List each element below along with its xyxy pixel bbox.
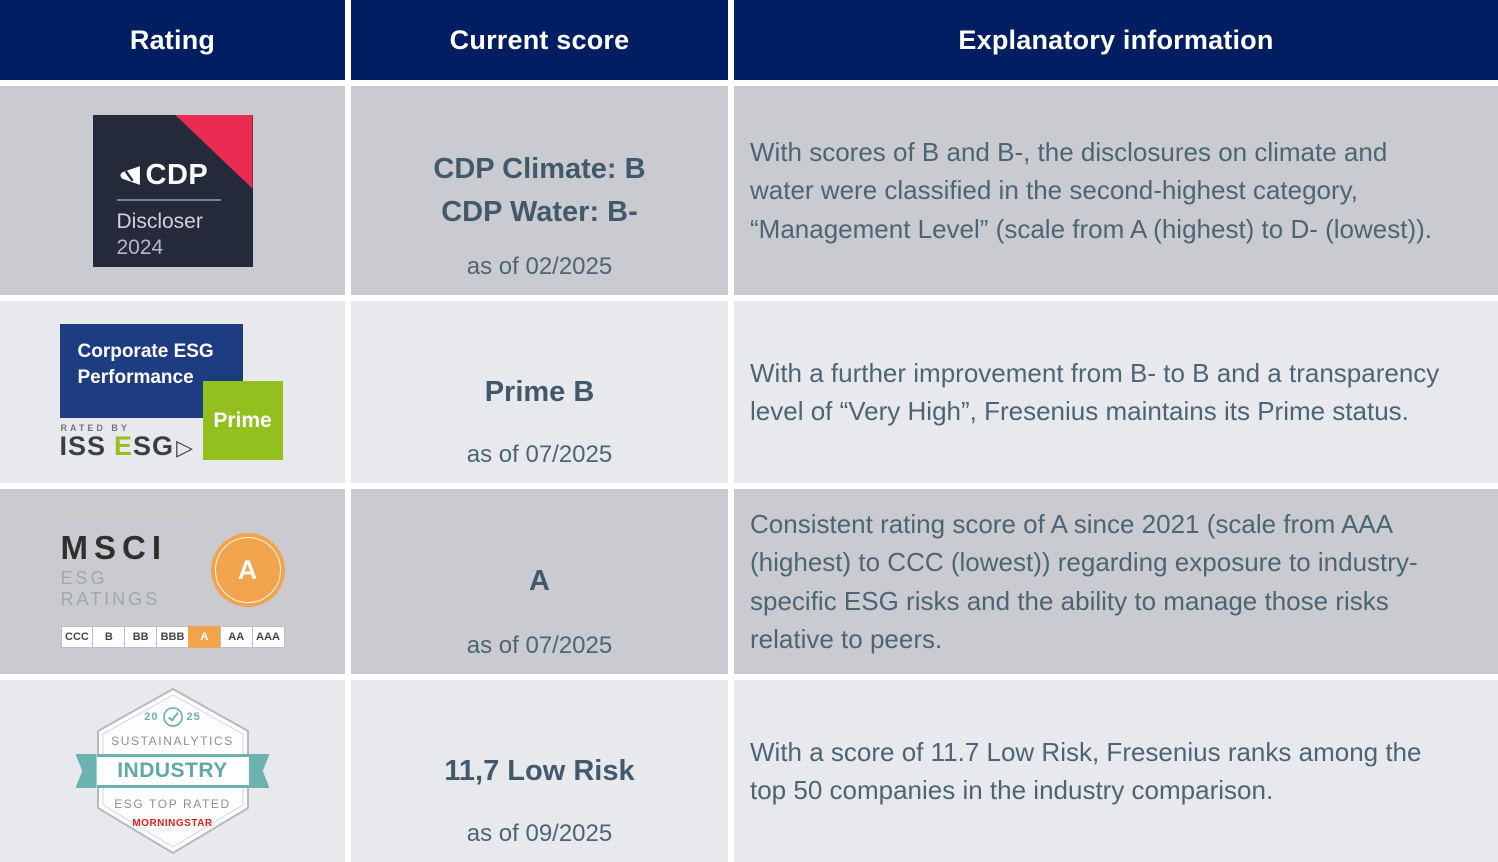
sustainalytics-score-cell: 11,7 Low Risk as of 09/2025 — [351, 680, 728, 862]
msci-top-rule — [60, 514, 203, 517]
score-line: CDP Water: B- — [441, 195, 638, 228]
morningstar-logo-text: MORNINGSTAR — [132, 818, 213, 829]
msci-explanation-cell: Consistent rating score of A since 2021 … — [734, 489, 1498, 674]
cdp-brand-text: CDP — [145, 158, 209, 191]
msci-scale-segment: AA — [219, 626, 252, 649]
header-explanatory-label: Explanatory information — [958, 24, 1274, 55]
industry-ribbon-text: INDUSTRY — [117, 759, 228, 782]
iss-esg-logo: Corporate ESG Performance Prime RATED BY… — [59, 324, 286, 462]
cdp-explanation-text: With scores of B and B-, the disclosures… — [750, 136, 1433, 244]
sustainalytics-explanation-text: With a score of 11.7 Low Risk, Fresenius… — [750, 736, 1422, 805]
msci-scale-segment: AAA — [251, 626, 285, 649]
sustainalytics-badge: 20 25 SUSTAINALYTICS INDUSTRY ESG TOP RA… — [95, 686, 251, 856]
badge-content: 20 25 SUSTAINALYTICS INDUSTRY ESG TOP RA… — [95, 686, 251, 856]
cdp-brand-row: CDP — [117, 159, 221, 192]
badge-year-right: 25 — [186, 711, 201, 723]
msci-logo: MSCI ESG RATINGS A CCC B BB BBB A AA AAA — [60, 514, 285, 649]
sustainalytics-as-of-date: as of 09/2025 — [466, 820, 613, 847]
iss-score-cell: Prime B as of 07/2025 — [351, 301, 728, 483]
cdp-discloser-text: Discloser — [116, 209, 203, 233]
sustainalytics-explanation-cell: With a score of 11.7 Low Risk, Fresenius… — [734, 680, 1498, 862]
msci-scale-segment-active: A — [187, 626, 220, 649]
msci-scale-segment: BB — [124, 626, 157, 649]
iss-performance-box: Corporate ESG Performance — [59, 324, 243, 418]
iss-score: Prime B — [485, 371, 595, 413]
msci-grade-letter: A — [237, 554, 258, 585]
iss-box-line: Performance — [77, 366, 194, 388]
iss-prime-badge: Prime — [202, 381, 283, 460]
cdp-logo-cell: CDP Discloser 2024 — [0, 86, 345, 295]
cdp-year-text: 2024 — [116, 235, 164, 259]
header-current-score: Current score — [351, 0, 728, 80]
iss-wordmark-sg: SG — [133, 431, 175, 461]
msci-esg-ratings-text: ESG RATINGS — [60, 568, 161, 610]
iss-arrow-icon: ▷ — [176, 435, 194, 460]
cdp-score: CDP Climate: B CDP Water: B- — [433, 148, 645, 232]
msci-name-text: MSCI — [60, 528, 167, 566]
msci-logo-cell: MSCI ESG RATINGS A CCC B BB BBB A AA AAA — [0, 489, 345, 674]
iss-wordmark-e: E — [114, 431, 134, 461]
cdp-divider — [116, 198, 221, 201]
cdp-as-of-date: as of 02/2025 — [466, 253, 613, 280]
iss-explanation-text: With a further improvement from B- to B … — [750, 357, 1440, 426]
check-icon — [162, 707, 183, 727]
msci-scale-segment: B — [92, 626, 125, 649]
cdp-leaf-icon — [119, 165, 140, 185]
msci-score: A — [529, 560, 550, 602]
cdp-explanation-cell: With scores of B and B-, the disclosures… — [734, 86, 1498, 295]
msci-scale-segment: BBB — [156, 626, 188, 649]
cdp-logo: CDP Discloser 2024 — [92, 114, 253, 267]
industry-ribbon: INDUSTRY — [96, 754, 249, 788]
iss-explanation-cell: With a further improvement from B- to B … — [734, 301, 1498, 483]
sustainalytics-name-text: SUSTAINALYTICS — [111, 734, 234, 748]
iss-wordmark-iss: ISS — [59, 431, 107, 461]
header-rating: Rating — [0, 0, 345, 80]
badge-year-left: 20 — [144, 711, 159, 723]
score-line: A — [529, 565, 550, 598]
msci-as-of-date: as of 07/2025 — [466, 632, 613, 659]
iss-esg-wordmark: ISS ESG▷ — [60, 431, 194, 462]
msci-rating-scale: CCC B BB BBB A AA AAA — [60, 626, 285, 649]
score-line: Prime B — [484, 375, 595, 408]
esg-top-rated-text: ESG TOP RATED — [114, 797, 231, 811]
cdp-score-cell: CDP Climate: B CDP Water: B- as of 02/20… — [351, 86, 728, 295]
iss-esg-logo-cell: Corporate ESG Performance Prime RATED BY… — [0, 301, 345, 483]
header-explanatory: Explanatory information — [734, 0, 1498, 80]
msci-scale-segment: CCC — [60, 626, 93, 649]
msci-score-cell: A as of 07/2025 — [351, 489, 728, 674]
msci-explanation-text: Consistent rating score of A since 2021 … — [750, 508, 1418, 654]
iss-box-line: Corporate ESG — [77, 341, 214, 362]
score-line: 11,7 Low Risk — [444, 754, 635, 787]
score-line: CDP Climate: B — [433, 153, 646, 186]
badge-year-row: 20 25 — [144, 706, 201, 728]
msci-wordmark-row: MSCI ESG RATINGS A — [60, 528, 285, 611]
cdp-logo-content: CDP Discloser 2024 — [116, 159, 221, 262]
sustainalytics-score: 11,7 Low Risk — [444, 750, 634, 792]
header-current-score-label: Current score — [449, 24, 630, 55]
iss-as-of-date: as of 07/2025 — [466, 441, 613, 468]
msci-names: MSCI ESG RATINGS — [60, 528, 211, 611]
iss-rated-by-text: RATED BY — [60, 423, 130, 433]
sustainalytics-logo-cell: 20 25 SUSTAINALYTICS INDUSTRY ESG TOP RA… — [0, 680, 345, 862]
header-rating-label: Rating — [129, 24, 216, 55]
msci-grade-circle: A — [210, 533, 285, 608]
